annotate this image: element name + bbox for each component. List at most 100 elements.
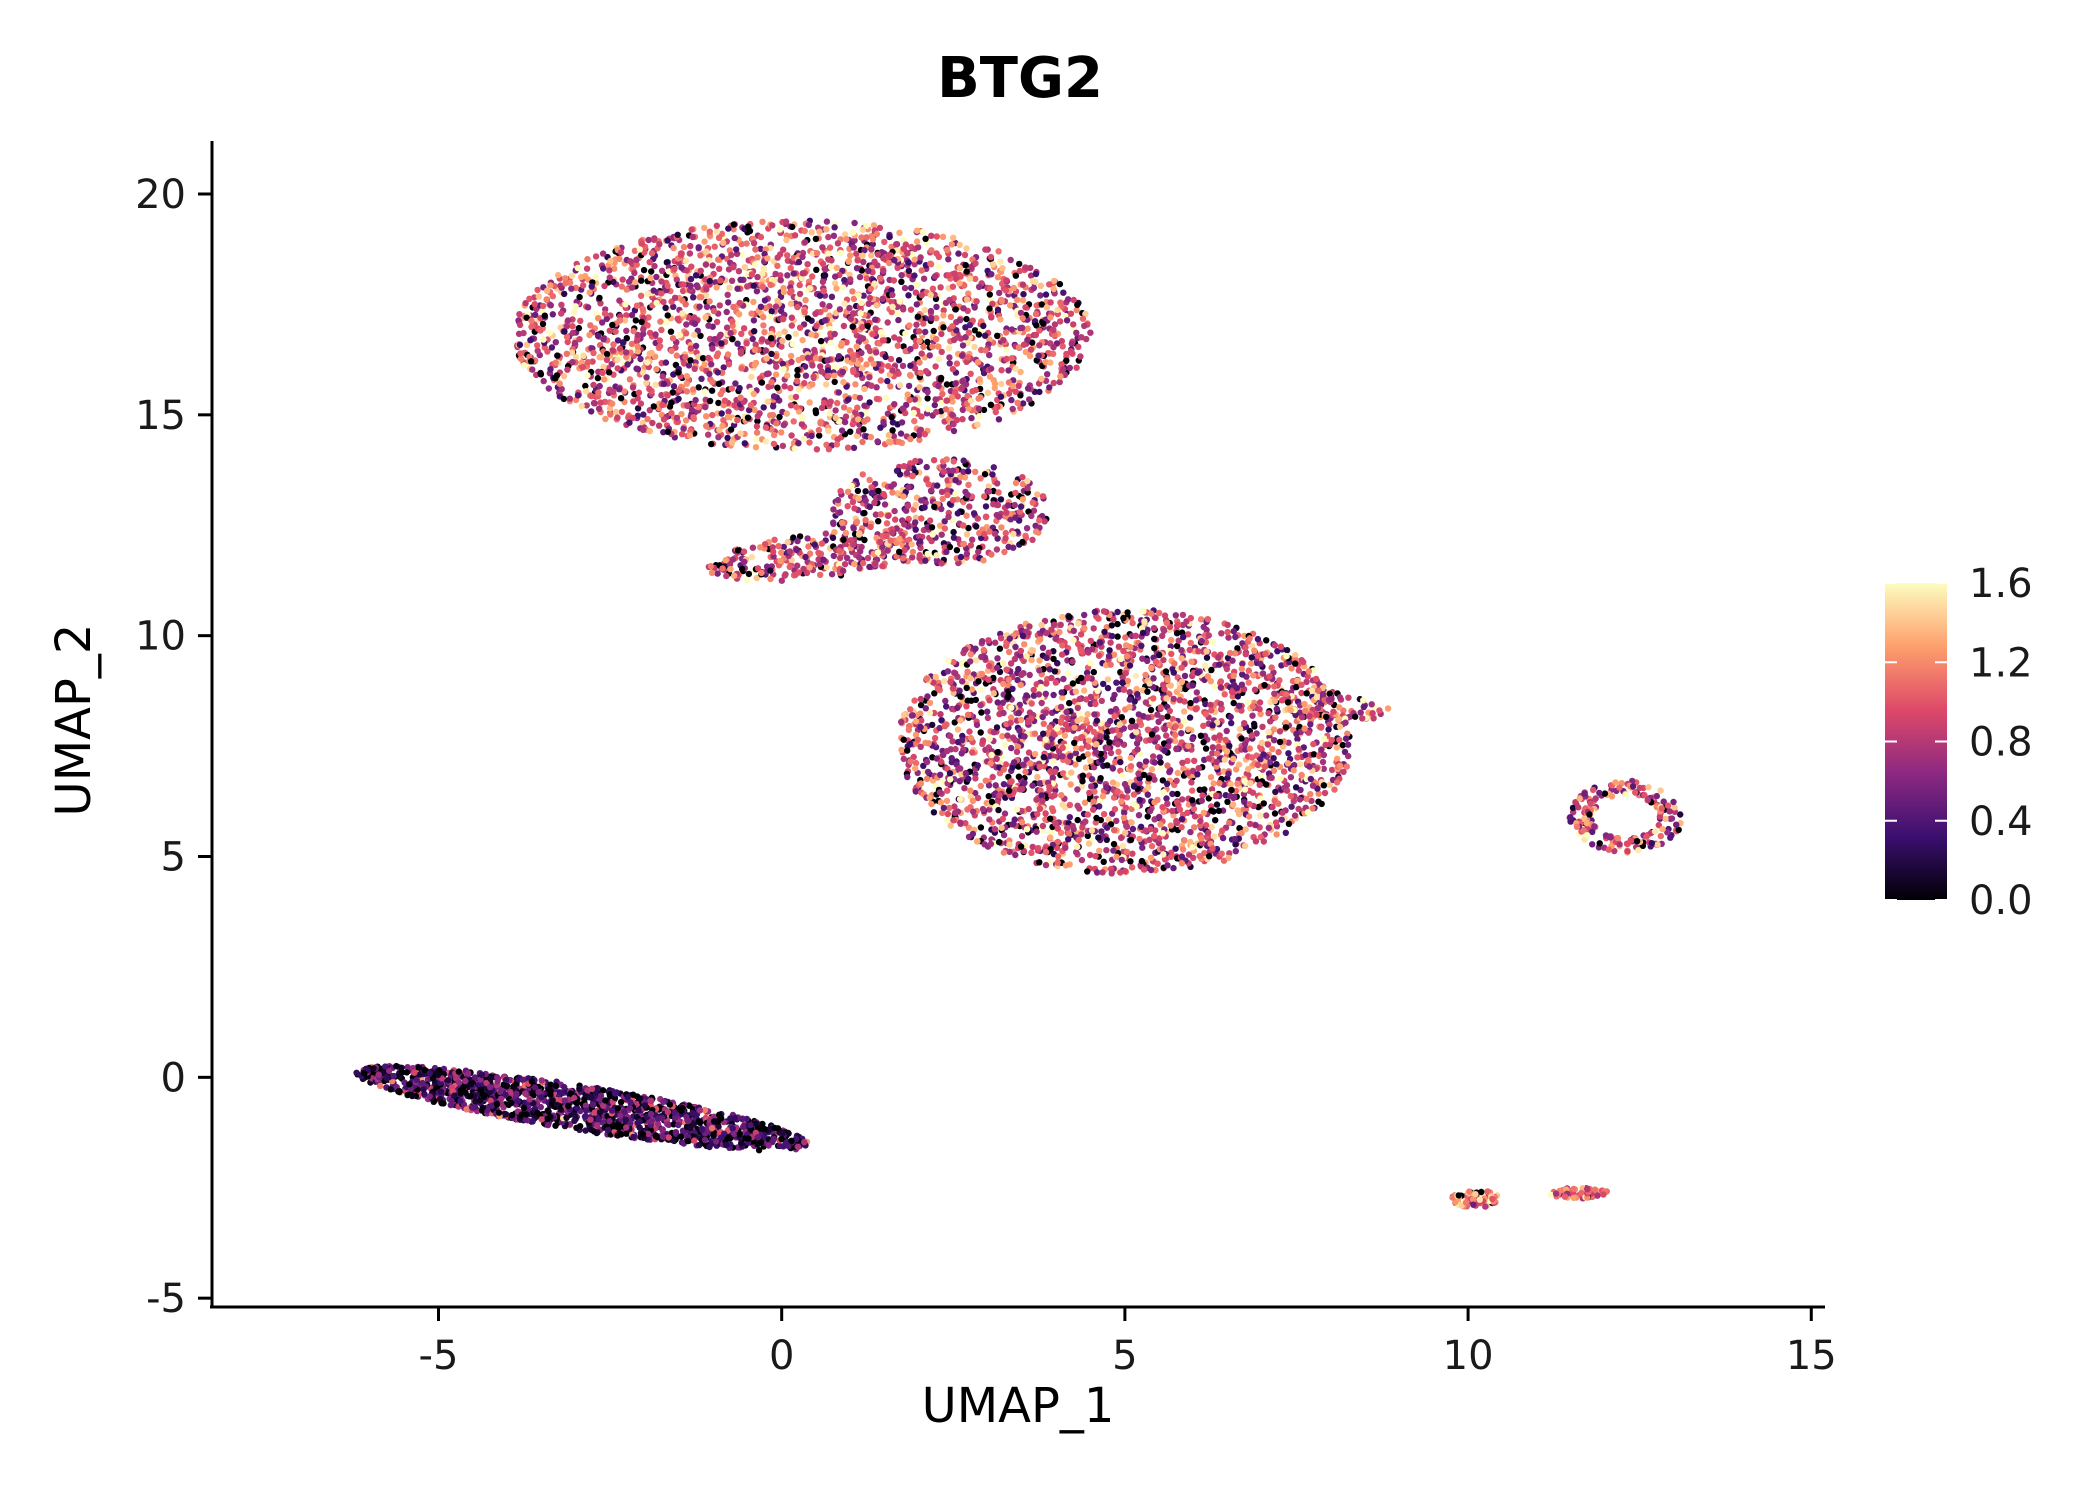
cell-point — [948, 241, 955, 248]
cell-point — [875, 518, 882, 525]
cell-point — [950, 421, 957, 428]
cell-point — [951, 270, 958, 277]
cell-point — [1119, 842, 1127, 850]
cell-point — [711, 243, 718, 250]
cell-point — [748, 553, 756, 561]
cell-point — [817, 571, 824, 578]
cell-point — [691, 331, 698, 338]
cell-point — [1070, 636, 1077, 644]
cell-point — [994, 274, 1002, 281]
cell-point — [913, 238, 921, 245]
cell-point — [1036, 327, 1043, 334]
cell-point — [938, 330, 945, 338]
cell-point — [912, 788, 919, 795]
cell-point — [1103, 836, 1111, 843]
cell-point — [675, 369, 682, 376]
cell-point — [946, 354, 953, 361]
cell-point — [940, 324, 947, 331]
cell-point — [1049, 350, 1057, 357]
cell-point — [954, 393, 961, 400]
cell-point — [580, 352, 587, 359]
cell-point — [539, 307, 546, 314]
cell-point — [927, 487, 935, 494]
cell-point — [877, 377, 884, 384]
cell-point — [914, 313, 922, 320]
cell-point — [816, 432, 823, 439]
cell-point — [857, 310, 864, 317]
cell-point — [610, 278, 617, 286]
cell-point — [853, 518, 861, 525]
cell-point — [708, 361, 715, 368]
cell-point — [835, 389, 842, 396]
cell-point — [1211, 833, 1218, 840]
cell-point — [854, 487, 862, 495]
cell-point — [1009, 382, 1016, 390]
cell-point — [1113, 679, 1120, 686]
cell-point — [836, 547, 843, 554]
cell-point — [607, 411, 614, 418]
cell-point — [783, 236, 790, 244]
cell-point — [1232, 633, 1239, 641]
cell-point — [787, 384, 794, 392]
cell-point — [994, 655, 1001, 662]
cell-point — [1167, 682, 1174, 689]
cell-point — [816, 560, 823, 568]
cell-point — [778, 429, 785, 436]
cell-point — [760, 322, 767, 329]
cell-point — [732, 380, 739, 387]
cell-point — [1062, 844, 1069, 851]
cell-point — [670, 383, 678, 390]
cell-point — [906, 396, 913, 404]
cell-point — [709, 378, 716, 386]
cell-point — [918, 413, 925, 420]
cell-point — [1139, 844, 1146, 851]
cell-point — [840, 536, 847, 543]
cell-point — [865, 267, 872, 274]
cell-point — [678, 264, 685, 271]
cell-point — [673, 352, 680, 359]
cell-point — [900, 306, 907, 313]
cell-point — [1170, 864, 1177, 872]
cell-point — [920, 275, 928, 282]
cell-point — [812, 310, 819, 317]
cell-point — [1158, 714, 1166, 722]
cell-point — [1174, 769, 1182, 777]
cell-point — [867, 433, 875, 441]
cell-point — [750, 298, 757, 306]
cell-point — [913, 321, 920, 328]
cell-point — [1050, 758, 1057, 765]
cell-point — [1141, 618, 1148, 625]
cell-point — [669, 335, 677, 342]
cell-point — [768, 335, 775, 342]
cell-point — [674, 231, 681, 238]
cell-point — [656, 342, 664, 350]
cell-point — [1122, 829, 1129, 837]
cell-point — [889, 419, 897, 426]
cell-point — [655, 422, 663, 429]
cell-point — [912, 514, 920, 521]
cell-point — [638, 240, 646, 248]
cell-point — [823, 563, 830, 571]
cell-point — [1336, 723, 1344, 730]
cell-point — [1056, 280, 1064, 288]
cell-point — [974, 421, 981, 428]
cell-point — [1234, 780, 1241, 787]
cell-point — [913, 227, 921, 234]
cell-point — [774, 262, 781, 270]
cell-point — [1255, 803, 1262, 811]
cell-point — [912, 731, 920, 739]
cell-point — [950, 234, 957, 241]
cell-point — [774, 384, 781, 391]
cell-point — [1048, 626, 1055, 633]
cell-point — [1019, 281, 1027, 288]
cell-point — [844, 488, 852, 495]
cell-point — [922, 368, 930, 375]
cell-point — [806, 285, 813, 292]
cell-point — [1052, 787, 1059, 794]
cell-point — [886, 259, 893, 267]
cell-point — [1050, 379, 1057, 387]
cell-point — [1070, 321, 1077, 328]
cell-point — [1049, 774, 1057, 781]
cell-point — [889, 529, 896, 536]
cell-point — [975, 283, 983, 291]
